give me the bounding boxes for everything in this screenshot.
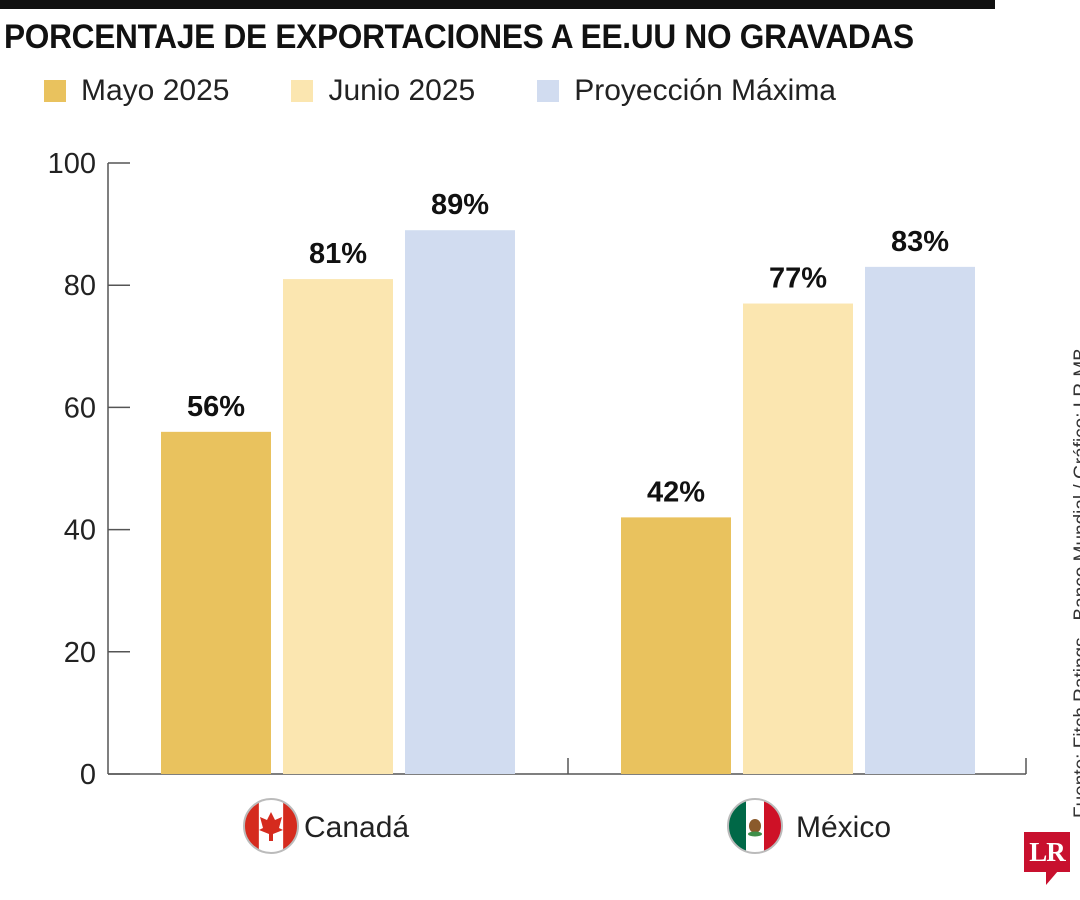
canada-flag-icon [243, 798, 299, 854]
bar-1-0 [621, 517, 731, 774]
lr-logo-tail [1046, 871, 1058, 885]
y-tick-label-80: 80 [64, 270, 96, 302]
lr-logo: LR [1024, 832, 1070, 872]
bar-0-2 [405, 230, 515, 774]
legend-label-mayo: Mayo 2025 [81, 74, 230, 107]
category-label-canada: Canadá [304, 811, 409, 844]
legend-swatch-junio [291, 80, 314, 102]
bar-label-1-2: 83% [891, 226, 949, 258]
category-label-mexico: México [796, 811, 891, 844]
bar-label-1-0: 42% [647, 476, 705, 508]
legend-item-mayo: Mayo 2025 [44, 74, 229, 108]
legend-label-junio: Junio 2025 [328, 74, 476, 107]
legend-swatch-mayo [44, 80, 66, 102]
legend-item-proyeccion: Proyección Máxima [537, 74, 836, 108]
legend-label-proyeccion: Proyección Máxima [574, 74, 836, 107]
y-tick-label-60: 60 [64, 392, 96, 424]
y-tick-label-40: 40 [64, 515, 96, 547]
top-bar [0, 0, 995, 9]
legend-swatch-proyeccion [537, 80, 560, 102]
bar-label-0-0: 56% [187, 391, 245, 423]
bar-0-0 [161, 431, 271, 774]
y-tick-label-20: 20 [64, 637, 96, 669]
bar-1-1 [743, 303, 853, 774]
mexico-flag-icon [727, 798, 783, 854]
chart-title: PORCENTAJE DE EXPORTACIONES A EE.UU NO G… [4, 18, 914, 56]
bar-0-1 [283, 279, 393, 774]
legend: Mayo 2025 Junio 2025 Proyección Máxima [44, 74, 898, 108]
bar-1-2 [865, 266, 975, 774]
source-note: Fuente: Fitch Ratings - Banco Mundial / … [1071, 348, 1080, 818]
legend-item-junio: Junio 2025 [291, 74, 475, 108]
y-tick-label-0: 0 [80, 759, 96, 791]
y-tick-label-100: 100 [48, 148, 96, 180]
bar-label-0-1: 81% [309, 238, 367, 270]
bar-label-1-1: 77% [769, 263, 827, 295]
bar-label-0-2: 89% [431, 189, 489, 221]
